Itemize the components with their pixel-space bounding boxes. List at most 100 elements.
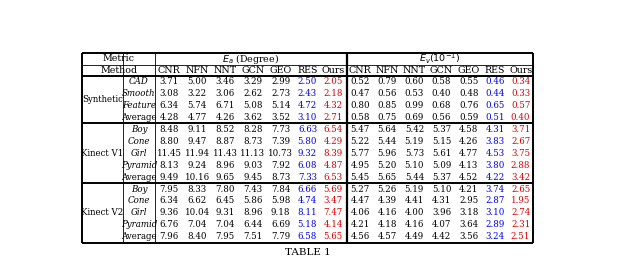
- Text: 2.18: 2.18: [323, 89, 343, 98]
- Text: TABLE 1: TABLE 1: [285, 248, 330, 257]
- Text: 0.33: 0.33: [511, 89, 530, 98]
- Text: $E_v(10^{-1})$: $E_v(10^{-1})$: [419, 52, 461, 66]
- Text: 3.56: 3.56: [459, 232, 478, 241]
- Text: Pyramid: Pyramid: [121, 161, 157, 170]
- Text: GEO: GEO: [269, 66, 292, 75]
- Text: 2.43: 2.43: [298, 89, 317, 98]
- Text: NFN: NFN: [376, 66, 399, 75]
- Text: RES: RES: [484, 66, 505, 75]
- Text: Boy: Boy: [131, 125, 147, 134]
- Text: 2.05: 2.05: [323, 77, 343, 86]
- Text: 4.52: 4.52: [459, 173, 478, 182]
- Text: NNT: NNT: [403, 66, 426, 75]
- Text: 4.87: 4.87: [323, 161, 343, 170]
- Text: Method: Method: [100, 66, 138, 75]
- Text: 5.00: 5.00: [188, 77, 207, 86]
- Text: 6.58: 6.58: [298, 232, 317, 241]
- Text: 0.51: 0.51: [485, 113, 505, 122]
- Text: 3.10: 3.10: [298, 113, 317, 122]
- Text: 7.80: 7.80: [215, 185, 235, 193]
- Text: 5.74: 5.74: [188, 101, 207, 110]
- Text: 0.58: 0.58: [432, 77, 451, 86]
- Text: 0.47: 0.47: [351, 89, 370, 98]
- Text: 5.80: 5.80: [298, 137, 317, 146]
- Text: 7.51: 7.51: [243, 232, 262, 241]
- Text: NFN: NFN: [186, 66, 209, 75]
- Text: 6.69: 6.69: [271, 220, 291, 229]
- Text: Ours: Ours: [509, 66, 533, 75]
- Text: 9.03: 9.03: [243, 161, 262, 170]
- Text: 5.10: 5.10: [432, 185, 451, 193]
- Text: 6.53: 6.53: [323, 173, 342, 182]
- Text: 8.73: 8.73: [271, 173, 291, 182]
- Text: 5.64: 5.64: [378, 125, 397, 134]
- Text: Feature: Feature: [122, 101, 156, 110]
- Text: 0.60: 0.60: [404, 77, 424, 86]
- Text: 2.50: 2.50: [298, 77, 317, 86]
- Text: 8.11: 8.11: [298, 208, 317, 217]
- Text: 4.07: 4.07: [432, 220, 451, 229]
- Text: Kinect V2: Kinect V2: [81, 208, 124, 217]
- Text: 3.80: 3.80: [485, 161, 505, 170]
- Text: 9.49: 9.49: [159, 173, 179, 182]
- Text: 3.62: 3.62: [243, 113, 262, 122]
- Text: 4.41: 4.41: [404, 196, 424, 205]
- Text: 6.71: 6.71: [215, 101, 235, 110]
- Text: 3.24: 3.24: [486, 232, 504, 241]
- Text: 0.53: 0.53: [404, 89, 424, 98]
- Text: 3.83: 3.83: [486, 137, 504, 146]
- Text: 3.42: 3.42: [511, 173, 530, 182]
- Text: 3.64: 3.64: [459, 220, 478, 229]
- Text: Metric: Metric: [103, 54, 135, 63]
- Text: 11.45: 11.45: [157, 149, 182, 158]
- Text: 3.52: 3.52: [271, 113, 291, 122]
- Text: 0.68: 0.68: [432, 101, 451, 110]
- Text: 5.08: 5.08: [243, 101, 262, 110]
- Text: 3.96: 3.96: [432, 208, 451, 217]
- Text: 9.11: 9.11: [188, 125, 207, 134]
- Text: 0.34: 0.34: [511, 77, 530, 86]
- Text: RES: RES: [297, 66, 317, 75]
- Text: 3.74: 3.74: [486, 185, 504, 193]
- Text: NNT: NNT: [213, 66, 237, 75]
- Text: 9.32: 9.32: [298, 149, 317, 158]
- Text: 7.73: 7.73: [271, 125, 291, 134]
- Text: Average: Average: [121, 113, 157, 122]
- Text: 10.73: 10.73: [268, 149, 293, 158]
- Text: 3.71: 3.71: [511, 125, 530, 134]
- Text: 11.13: 11.13: [241, 149, 266, 158]
- Text: 4.57: 4.57: [378, 232, 397, 241]
- Text: 7.43: 7.43: [243, 185, 262, 193]
- Text: Smooth: Smooth: [122, 89, 156, 98]
- Text: 4.31: 4.31: [485, 125, 504, 134]
- Text: 9.36: 9.36: [159, 208, 179, 217]
- Text: 6.44: 6.44: [243, 220, 262, 229]
- Text: 5.61: 5.61: [432, 149, 451, 158]
- Text: 3.18: 3.18: [459, 208, 478, 217]
- Text: 4.72: 4.72: [298, 101, 317, 110]
- Text: 3.22: 3.22: [188, 89, 207, 98]
- Text: 5.27: 5.27: [351, 185, 370, 193]
- Text: 2.51: 2.51: [511, 232, 531, 241]
- Text: 9.18: 9.18: [271, 208, 291, 217]
- Text: 0.79: 0.79: [378, 77, 397, 86]
- Text: 7.33: 7.33: [298, 173, 317, 182]
- Text: Average: Average: [121, 232, 157, 241]
- Text: 5.73: 5.73: [405, 149, 424, 158]
- Text: 9.65: 9.65: [215, 173, 234, 182]
- Text: 7.39: 7.39: [271, 137, 291, 146]
- Text: 5.26: 5.26: [378, 185, 397, 193]
- Text: Cone: Cone: [127, 137, 150, 146]
- Text: 5.37: 5.37: [432, 125, 451, 134]
- Text: 4.74: 4.74: [298, 196, 317, 205]
- Text: 5.10: 5.10: [404, 161, 424, 170]
- Text: 0.40: 0.40: [432, 89, 451, 98]
- Text: 11.94: 11.94: [184, 149, 209, 158]
- Text: 2.95: 2.95: [459, 196, 478, 205]
- Text: GCN: GCN: [241, 66, 264, 75]
- Text: 2.99: 2.99: [271, 77, 291, 86]
- Text: Synthetic: Synthetic: [82, 95, 123, 104]
- Text: 1.95: 1.95: [511, 196, 531, 205]
- Text: 8.96: 8.96: [215, 161, 235, 170]
- Text: Average: Average: [121, 173, 157, 182]
